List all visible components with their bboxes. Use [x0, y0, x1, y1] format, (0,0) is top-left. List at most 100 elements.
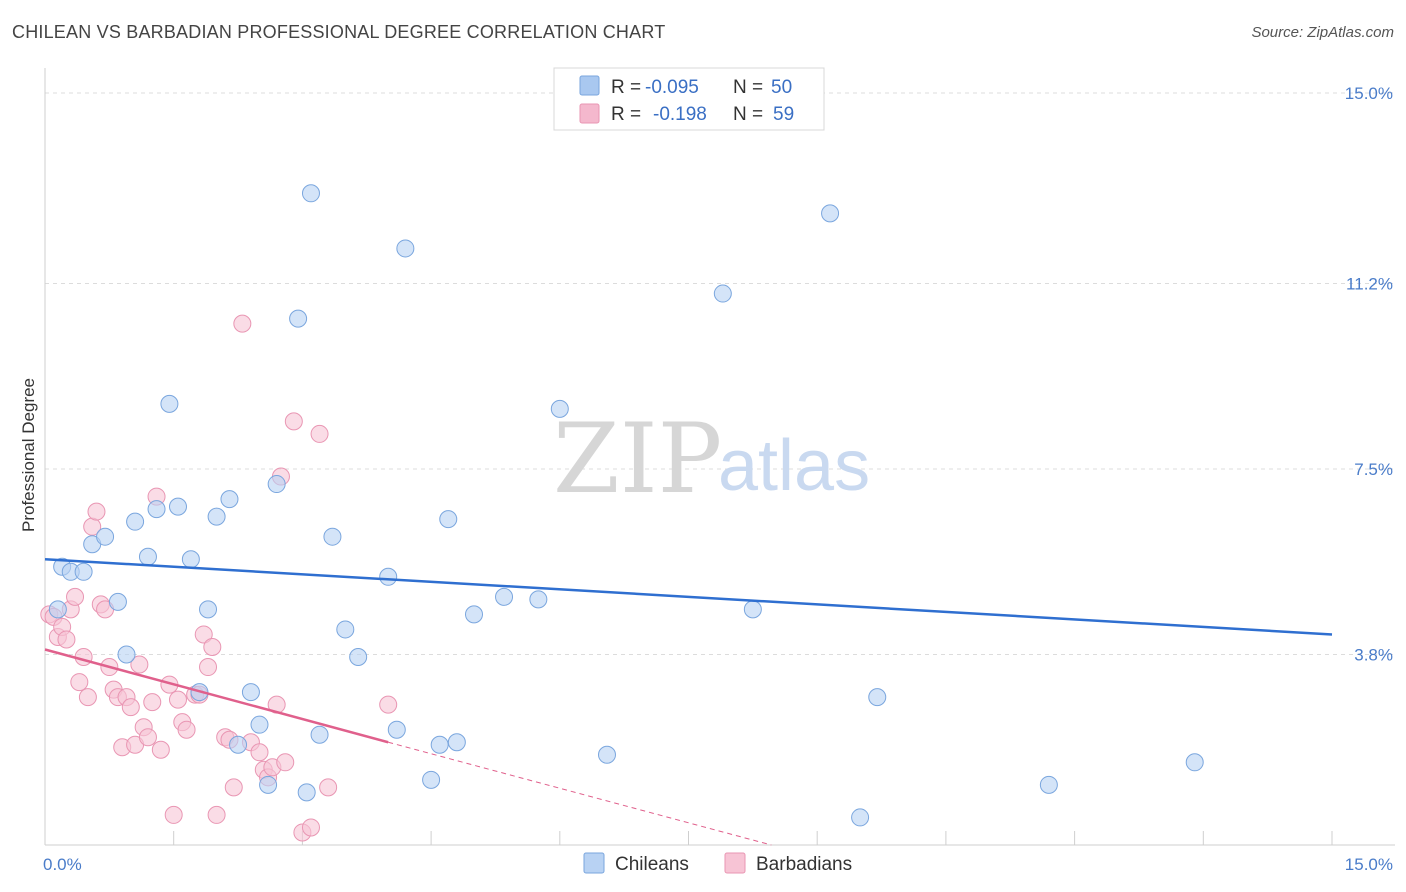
- point-chileans-35: [439, 510, 458, 529]
- series-legend: Chileans Barbadians: [583, 852, 852, 875]
- point-barbadians-23: [138, 728, 157, 747]
- point-chileans-5: [96, 527, 115, 546]
- point-chileans-20: [250, 715, 269, 734]
- point-barbadians-26: [151, 740, 170, 759]
- point-barbadians-4: [57, 630, 76, 649]
- point-barbadians-54: [319, 778, 338, 797]
- point-chileans-21: [259, 775, 278, 794]
- series-legend-label-chileans: Chileans: [615, 854, 689, 875]
- legend-r-label-barbadians: R =: [611, 104, 641, 125]
- point-chileans-27: [323, 527, 342, 546]
- point-barbadians-36: [203, 637, 222, 656]
- point-barbadians-28: [164, 805, 183, 824]
- y-tick-labels: 3.8% 7.5% 11.2% 15.0%: [1345, 84, 1393, 664]
- point-barbadians-11: [87, 502, 106, 521]
- legend-n-label-barbadians: N =: [733, 104, 763, 125]
- point-chileans-11: [160, 394, 179, 413]
- point-barbadians-29: [168, 690, 187, 709]
- point-chileans-47: [1039, 775, 1058, 794]
- trend-lines: [44, 558, 1333, 846]
- trend-line-barbadians: [44, 648, 389, 744]
- point-chileans-48: [1185, 753, 1204, 772]
- point-chileans-3: [74, 562, 93, 581]
- point-barbadians-7: [70, 673, 89, 692]
- point-barbadians-37: [207, 805, 226, 824]
- point-barbadians-8: [74, 648, 93, 667]
- axes: [44, 68, 1395, 846]
- point-chileans-7: [117, 645, 136, 664]
- point-barbadians-31: [177, 720, 196, 739]
- point-chileans-28: [336, 620, 355, 639]
- point-barbadians-34: [194, 625, 213, 644]
- chart-title: CHILEAN VS BARBADIAN PROFESSIONAL DEGREE…: [12, 22, 666, 42]
- point-barbadians-6: [66, 587, 85, 606]
- point-chileans-17: [220, 490, 239, 509]
- series-legend-swatch-barbadians: [724, 852, 746, 874]
- x-tick-label-0: 0.0%: [43, 855, 82, 874]
- legend-swatch-barbadians: [579, 103, 600, 124]
- point-barbadians-40: [224, 778, 243, 797]
- point-chileans-32: [396, 239, 415, 258]
- point-chileans-6: [108, 592, 127, 611]
- legend-n-value-chileans: 50: [771, 77, 792, 98]
- point-chileans-10: [147, 500, 166, 519]
- point-chileans-26: [310, 725, 329, 744]
- point-chileans-24: [297, 783, 316, 802]
- point-chileans-23: [289, 309, 308, 328]
- legend-r-value-chileans: -0.095: [645, 77, 699, 98]
- point-chileans-34: [430, 735, 449, 754]
- point-chileans-22: [267, 475, 286, 494]
- series-legend-swatch-chileans: [583, 852, 605, 874]
- point-barbadians-49: [276, 753, 295, 772]
- x-tick-labels: 0.0% 15.0%: [43, 855, 1393, 874]
- point-chileans-0: [48, 600, 67, 619]
- point-barbadians-43: [250, 743, 269, 762]
- trend-line-chileans: [44, 558, 1333, 636]
- point-chileans-42: [713, 284, 732, 303]
- point-chileans-37: [465, 605, 483, 624]
- point-chileans-36: [447, 733, 466, 752]
- watermark-zip: ZIP: [553, 403, 722, 515]
- point-chileans-38: [495, 587, 514, 606]
- point-barbadians-50: [284, 412, 303, 431]
- y-tick-label-2: 11.2%: [1346, 275, 1393, 294]
- point-barbadians-9: [78, 688, 97, 707]
- trend-line-barbadians-extension: [388, 741, 772, 846]
- point-chileans-29: [349, 648, 368, 667]
- point-chileans-12: [168, 497, 187, 516]
- point-chileans-30: [379, 567, 398, 586]
- point-chileans-39: [529, 590, 548, 609]
- watermark: ZIP atlas: [553, 403, 870, 515]
- point-barbadians-19: [121, 698, 140, 717]
- legend-n-label-chileans: N =: [733, 77, 763, 98]
- point-chileans-13: [181, 550, 200, 569]
- point-chileans-44: [821, 204, 840, 223]
- point-chileans-33: [422, 770, 441, 789]
- y-axis-label: Professional Degree: [19, 378, 38, 532]
- point-barbadians-35: [199, 658, 218, 677]
- data-points: [40, 184, 1204, 842]
- point-barbadians-55: [379, 695, 398, 714]
- chart-source: Source: ZipAtlas.com: [1251, 24, 1394, 41]
- point-barbadians-21: [130, 655, 149, 674]
- point-chileans-40: [550, 399, 569, 418]
- point-chileans-25: [301, 184, 320, 203]
- x-tick-label-1: 15.0%: [1345, 855, 1393, 874]
- watermark-atlas: atlas: [718, 426, 870, 506]
- series-legend-label-barbadians: Barbadians: [756, 854, 852, 875]
- point-chileans-8: [126, 512, 145, 531]
- stats-legend: R = -0.095 N = 50 R = -0.198 N = 59: [553, 67, 825, 131]
- point-chileans-19: [241, 683, 260, 702]
- point-chileans-16: [207, 507, 226, 526]
- legend-swatch-chileans: [579, 75, 600, 96]
- legend-r-label-chileans: R =: [611, 77, 641, 98]
- point-chileans-18: [229, 735, 248, 754]
- point-chileans-43: [743, 600, 762, 619]
- legend-r-value-barbadians: -0.198: [653, 104, 707, 125]
- point-barbadians-41: [233, 314, 252, 333]
- point-barbadians-24: [143, 693, 162, 712]
- point-chileans-9: [138, 547, 157, 566]
- point-barbadians-53: [310, 424, 329, 443]
- y-tick-label-3: 15.0%: [1345, 84, 1393, 103]
